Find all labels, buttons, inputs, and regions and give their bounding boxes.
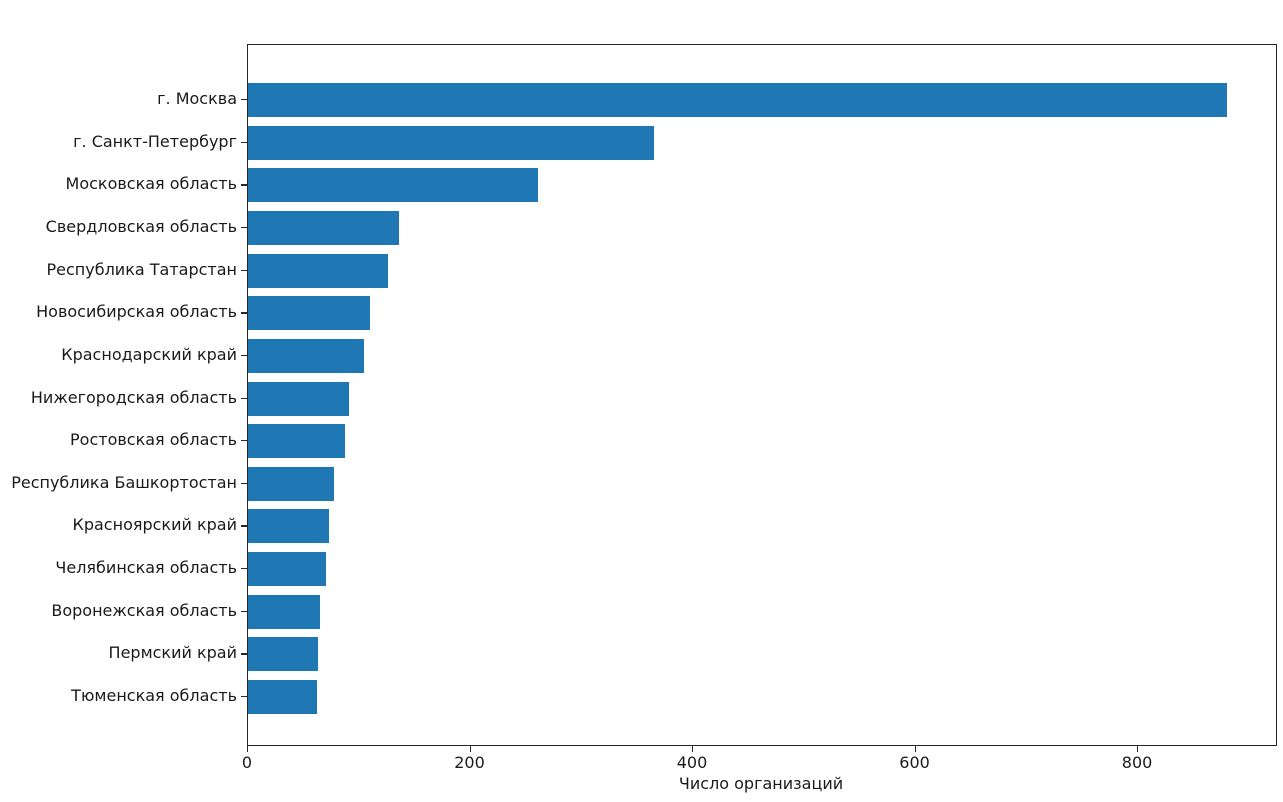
bar	[248, 296, 371, 331]
category-label: Красноярский край	[72, 515, 237, 535]
x-tick-label: 0	[241, 753, 253, 772]
bar	[248, 680, 317, 714]
y-tick-mark	[241, 397, 247, 399]
plot-area	[247, 44, 1277, 746]
y-tick-mark	[241, 440, 247, 442]
y-tick-mark	[241, 525, 247, 527]
y-tick-mark	[241, 226, 247, 229]
y-tick-mark	[241, 354, 247, 357]
y-tick-mark	[241, 99, 247, 101]
category-label: Краснодарский край	[61, 344, 237, 364]
y-tick-mark	[241, 184, 247, 186]
bar	[248, 466, 334, 501]
category-label: Воронежская область	[51, 600, 237, 620]
y-tick-mark	[241, 568, 247, 570]
bar	[248, 552, 326, 587]
x-tick-mark	[247, 745, 249, 752]
category-label: Ростовская область	[70, 430, 237, 450]
category-label: г. Москва	[157, 89, 237, 108]
bar	[248, 338, 364, 373]
category-label: Московская область	[65, 174, 237, 194]
bar	[248, 210, 400, 245]
bar	[248, 594, 321, 629]
bar	[248, 168, 539, 203]
category-label: Пермский край	[108, 643, 237, 663]
bar	[248, 83, 1228, 117]
y-tick-mark	[241, 312, 247, 314]
x-tick-mark	[692, 745, 694, 752]
y-tick-mark	[241, 696, 247, 698]
bar	[248, 125, 655, 160]
bar	[248, 637, 319, 672]
y-tick-mark	[241, 141, 247, 143]
x-tick-label: 600	[899, 753, 930, 772]
bar	[248, 381, 350, 416]
category-label: Свердловская область	[45, 216, 237, 236]
x-tick-label: 200	[454, 753, 485, 772]
category-label: г. Санкт-Петербург	[73, 131, 237, 151]
category-label: Новосибирская область	[36, 302, 237, 322]
x-tick-mark	[469, 745, 471, 752]
bar	[248, 424, 345, 459]
category-label: Нижегородская область	[30, 387, 237, 407]
x-tick-mark	[1137, 745, 1139, 752]
y-tick-mark	[241, 653, 247, 655]
y-tick-mark	[241, 482, 247, 485]
y-tick-mark	[241, 610, 247, 612]
bar	[248, 253, 389, 288]
category-label: Республика Башкортостан	[11, 472, 237, 492]
x-tick-label: 800	[1121, 753, 1153, 772]
category-label: Республика Татарстан	[46, 259, 237, 279]
x-tick-mark	[914, 745, 916, 752]
x-tick-label: 400	[676, 753, 708, 772]
y-tick-mark	[241, 269, 247, 271]
bar	[248, 509, 330, 544]
category-label: Челябинская область	[55, 558, 237, 578]
category-label: Тюменская область	[71, 686, 237, 705]
x-axis-title: Число организаций	[678, 774, 844, 793]
